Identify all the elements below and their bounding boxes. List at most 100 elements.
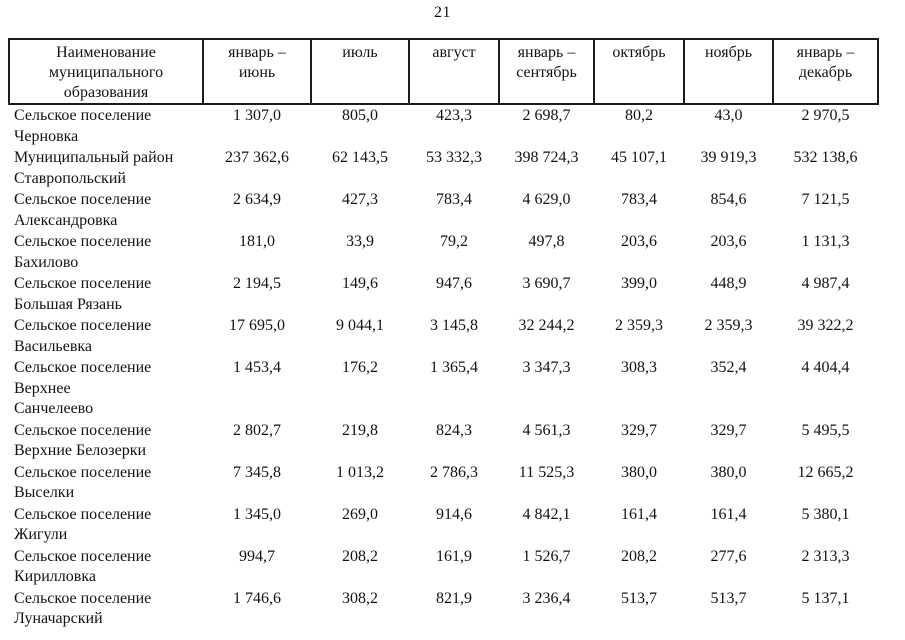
column-header-jan-jun: январь – июнь (202, 38, 312, 105)
value-cell: 203,6 (621, 233, 657, 250)
value-cell: 181,0 (239, 233, 275, 250)
value-cell: 821,9 (436, 589, 472, 607)
header-row: Наименование муниципального образования … (8, 38, 879, 105)
value-cell: 513,7 (710, 589, 747, 607)
value-cell: 203,6 (710, 233, 747, 250)
value-cell: 4 629,0 (522, 191, 571, 208)
value-cell: 380,0 (621, 463, 657, 481)
value-cell: 2 970,5 (801, 107, 850, 124)
table-row: Сельское поселение Жигули 1 345,0 269,0 914… (9, 504, 878, 546)
municipality-name-cell: Сельское поселение Выселки (14, 463, 152, 502)
table-row: Сельское поселение Верхние Белозерки 2 80… (9, 420, 878, 462)
value-cell: 3 347,3 (522, 359, 571, 376)
value-cell: 62 143,5 (332, 149, 388, 166)
value-cell: 532 138,6 (793, 149, 858, 166)
value-cell: 783,4 (436, 191, 472, 208)
value-cell: 448,9 (710, 275, 747, 292)
value-cell: 12 665,2 (797, 463, 854, 481)
column-header-november: ноябрь (683, 38, 774, 105)
municipality-name-cell: Сельское поселение Черновка (14, 107, 152, 145)
municipality-name-cell: Сельское поселение Александровка (14, 191, 152, 229)
value-cell: 398 724,3 (514, 149, 579, 166)
value-cell: 5 380,1 (801, 505, 850, 523)
value-cell: 805,0 (342, 107, 378, 124)
value-cell: 4 842,1 (522, 505, 571, 523)
value-cell: 11 525,3 (518, 463, 575, 481)
value-cell: 352,4 (710, 359, 747, 376)
value-cell: 32 244,2 (518, 317, 575, 334)
value-cell: 3 690,7 (522, 275, 571, 292)
municipal-finance-table: Наименование муниципального образования … (8, 38, 879, 630)
value-cell: 329,7 (621, 421, 657, 439)
municipality-name-cell: Сельское поселение Жигули (14, 505, 152, 544)
value-cell: 1 345,0 (233, 505, 281, 523)
value-cell: 947,6 (436, 275, 472, 292)
value-cell: 3 236,4 (522, 589, 571, 607)
value-cell: 161,4 (710, 505, 747, 523)
column-header-october: октябрь (593, 38, 685, 105)
value-cell: 2 359,3 (704, 317, 753, 334)
value-cell: 4 561,3 (522, 421, 571, 439)
value-cell: 149,6 (342, 275, 378, 292)
table-row: Сельское поселение Бахилово 181,0 33,9 79,2… (9, 231, 878, 273)
value-cell: 1 307,0 (233, 107, 281, 124)
value-cell: 208,2 (342, 547, 378, 565)
value-cell: 161,4 (621, 505, 657, 523)
value-cell: 5 495,5 (801, 421, 850, 439)
value-cell: 423,3 (436, 107, 472, 124)
value-cell: 39 322,2 (797, 317, 854, 334)
municipality-name-cell: Сельское поселение Луначарский (14, 589, 152, 628)
value-cell: 237 362,6 (225, 149, 289, 166)
value-cell: 1 013,2 (336, 463, 384, 481)
municipality-name-cell: Сельское поселение Верхние Белозерки (14, 421, 152, 460)
page-number: 21 (434, 4, 451, 21)
table-row: Сельское поселение Черновка 1 307,0 805,0 4… (9, 104, 878, 147)
value-cell: 269,0 (342, 505, 378, 523)
value-cell: 2 313,3 (801, 547, 850, 565)
value-cell: 161,9 (436, 547, 472, 565)
value-cell: 1 131,3 (801, 233, 850, 250)
value-cell: 329,7 (710, 421, 747, 439)
value-cell: 9 044,1 (336, 317, 384, 334)
municipality-name-cell: Сельское поселение Бахилово (14, 233, 152, 271)
value-cell: 2 359,3 (615, 317, 663, 334)
municipality-name-cell: Сельское поселение Кирилловка (14, 547, 152, 586)
value-cell: 308,2 (342, 589, 378, 607)
value-cell: 824,3 (436, 421, 472, 439)
value-cell: 1 526,7 (522, 547, 571, 565)
value-cell: 914,6 (436, 505, 472, 523)
table-row: Сельское поселение Верхнее Санчелеево 1 4… (9, 357, 878, 420)
table-row: Сельское поселение Васильевка 17 695,0 9 0… (9, 315, 878, 357)
value-cell: 17 695,0 (229, 317, 285, 334)
value-cell: 308,3 (621, 359, 657, 376)
value-cell: 79,2 (440, 233, 468, 250)
column-header-july: июль (310, 38, 410, 105)
value-cell: 176,2 (342, 359, 378, 376)
value-cell: 1 365,4 (430, 359, 478, 376)
municipality-name-cell: Сельское поселение Верхнее Санчелеево (14, 359, 152, 417)
value-cell: 854,6 (710, 191, 747, 208)
value-cell: 783,4 (621, 191, 657, 208)
value-cell: 33,9 (346, 233, 374, 250)
value-cell: 497,8 (528, 233, 565, 250)
table-row: Сельское поселение Луначарский 1 746,6 308… (9, 588, 878, 630)
value-cell: 1 453,4 (233, 359, 281, 376)
value-cell: 45 107,1 (611, 149, 667, 166)
table-row: Сельское поселение Большая Рязань 2 194,5… (9, 273, 878, 315)
municipality-name-cell: Муниципальный район Ставропольский (14, 149, 174, 187)
value-cell: 380,0 (710, 463, 747, 481)
value-cell: 2 802,7 (233, 421, 281, 439)
value-cell: 7 345,8 (233, 463, 281, 481)
value-cell: 5 137,1 (801, 589, 850, 607)
value-cell: 2 698,7 (522, 107, 571, 124)
table-header: Наименование муниципального образования … (8, 38, 879, 105)
column-header-jan-sep: январь – сентябрь (498, 38, 595, 105)
value-cell: 7 121,5 (801, 191, 850, 208)
value-cell: 208,2 (621, 547, 657, 565)
value-cell: 39 919,3 (700, 149, 757, 166)
value-cell: 4 404,4 (801, 359, 850, 376)
table-row: Сельское поселение Выселки 7 345,8 1 013,2… (9, 462, 878, 504)
value-cell: 3 145,8 (430, 317, 478, 334)
value-cell: 277,6 (710, 547, 747, 565)
